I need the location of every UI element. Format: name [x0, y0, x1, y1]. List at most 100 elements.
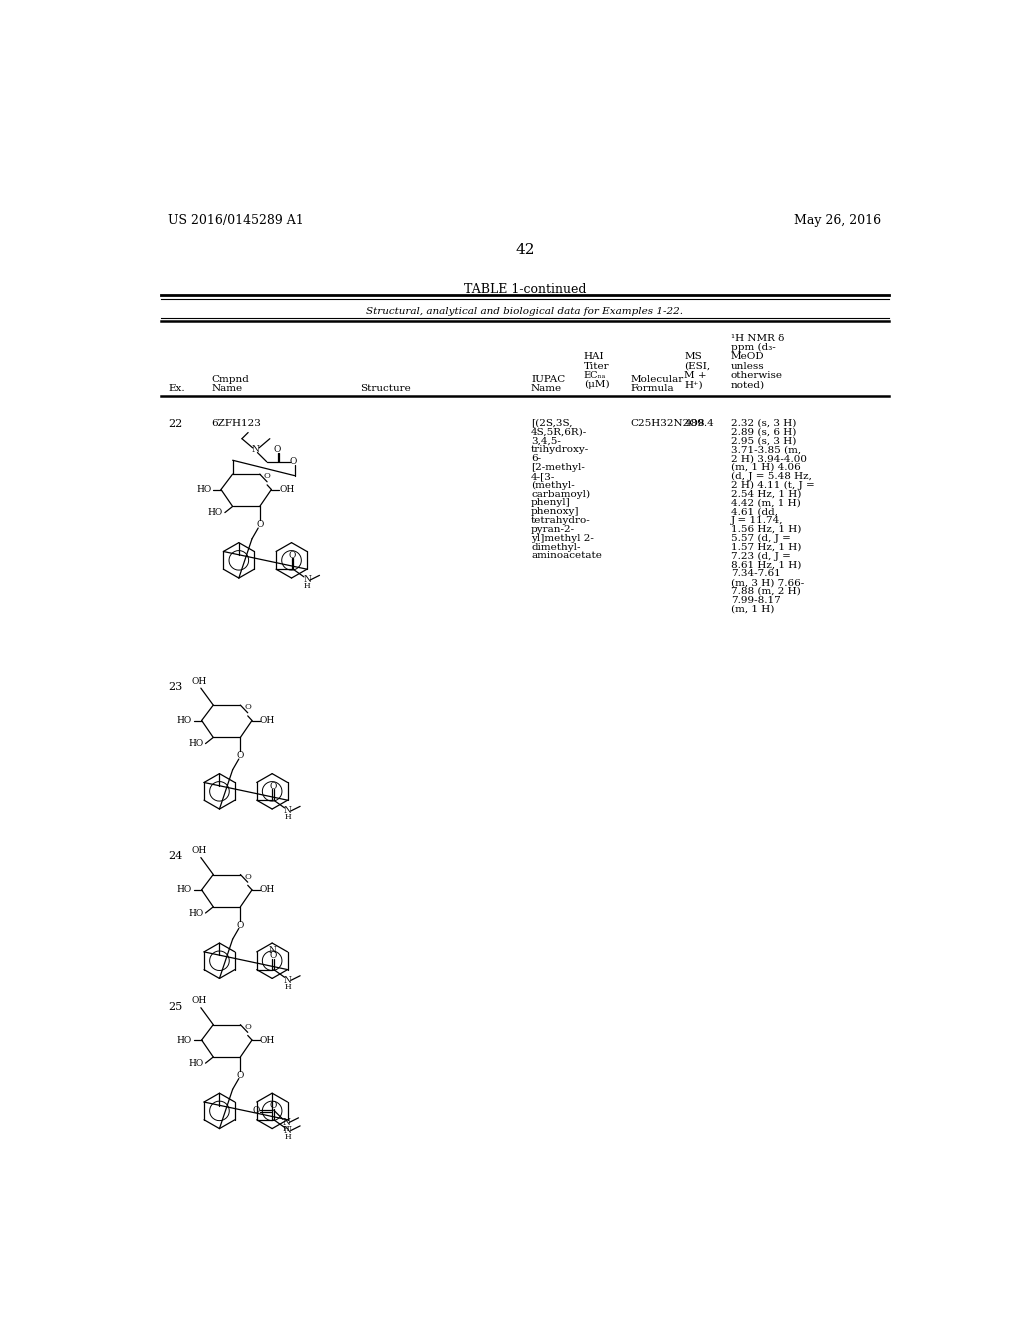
Text: Name: Name [531, 384, 562, 393]
Text: 5.57 (d, J =: 5.57 (d, J = [731, 533, 791, 543]
Text: H: H [285, 1133, 291, 1140]
Text: noted): noted) [731, 380, 765, 389]
Text: O: O [237, 1071, 244, 1080]
Text: Structural, analytical and biological data for Examples 1-22.: Structural, analytical and biological da… [367, 308, 683, 315]
Text: 4-[3-: 4-[3- [531, 471, 555, 480]
Text: MS: MS [684, 352, 702, 362]
Text: May 26, 2016: May 26, 2016 [795, 214, 882, 227]
Text: H: H [304, 582, 310, 590]
Text: H: H [285, 813, 291, 821]
Text: [2-methyl-: [2-methyl- [531, 463, 585, 473]
Text: O: O [245, 873, 251, 880]
Text: 3,4,5-: 3,4,5- [531, 437, 561, 445]
Text: Structure: Structure [360, 384, 412, 393]
Text: 1.56 Hz, 1 H): 1.56 Hz, 1 H) [731, 525, 802, 533]
Text: unless: unless [731, 362, 765, 371]
Text: HO: HO [188, 1059, 204, 1068]
Text: 42: 42 [515, 243, 535, 257]
Text: 2.54 Hz, 1 H): 2.54 Hz, 1 H) [731, 490, 802, 499]
Text: TABLE 1-continued: TABLE 1-continued [464, 284, 586, 296]
Text: 2.32 (s, 3 H): 2.32 (s, 3 H) [731, 418, 797, 428]
Text: HO: HO [188, 908, 204, 917]
Text: 3.71-3.85 (m,: 3.71-3.85 (m, [731, 445, 801, 454]
Text: carbamoyl): carbamoyl) [531, 490, 590, 499]
Text: O: O [273, 445, 282, 454]
Text: Titer: Titer [584, 362, 609, 371]
Text: N: N [268, 946, 276, 956]
Text: HO: HO [177, 886, 193, 895]
Text: OH: OH [280, 484, 295, 494]
Text: O: O [263, 473, 270, 480]
Text: (d, J = 5.48 Hz,: (d, J = 5.48 Hz, [731, 471, 812, 480]
Text: Ex.: Ex. [168, 384, 185, 393]
Text: dimethyl-: dimethyl- [531, 543, 581, 552]
Text: O: O [289, 550, 296, 560]
Text: phenyl]: phenyl] [531, 499, 570, 507]
Text: 2 H) 3.94-4.00: 2 H) 3.94-4.00 [731, 454, 807, 463]
Text: MeOD: MeOD [731, 352, 765, 362]
Text: 2.89 (s, 6 H): 2.89 (s, 6 H) [731, 428, 797, 437]
Text: 7.88 (m, 2 H): 7.88 (m, 2 H) [731, 587, 801, 595]
Text: US 2016/0145289 A1: US 2016/0145289 A1 [168, 214, 304, 227]
Text: Name: Name [212, 384, 243, 393]
Text: 2.95 (s, 3 H): 2.95 (s, 3 H) [731, 437, 797, 445]
Text: H: H [283, 1125, 290, 1133]
Text: HO: HO [177, 715, 193, 725]
Text: [(2S,3S,: [(2S,3S, [531, 418, 572, 428]
Text: HAI: HAI [584, 352, 604, 362]
Text: 7.99-8.17: 7.99-8.17 [731, 595, 780, 605]
Text: 4.42 (m, 1 H): 4.42 (m, 1 H) [731, 499, 801, 507]
Text: OH: OH [191, 846, 207, 855]
Text: yl]methyl 2-: yl]methyl 2- [531, 533, 594, 543]
Text: ECₙₐ: ECₙₐ [584, 371, 606, 380]
Text: HO: HO [188, 739, 204, 748]
Text: OH: OH [260, 1036, 275, 1044]
Text: (methyl-: (methyl- [531, 480, 574, 490]
Text: 7.23 (d, J =: 7.23 (d, J = [731, 552, 791, 561]
Text: H: H [285, 982, 291, 990]
Text: O: O [290, 457, 297, 466]
Text: 1.57 Hz, 1 H): 1.57 Hz, 1 H) [731, 543, 802, 552]
Text: O: O [237, 751, 244, 760]
Text: otherwise: otherwise [731, 371, 783, 380]
Text: 25: 25 [168, 1002, 182, 1011]
Text: ppm (d₃-: ppm (d₃- [731, 343, 776, 352]
Text: aminoacetate: aminoacetate [531, 552, 602, 561]
Text: O: O [245, 1023, 251, 1031]
Text: 8.61 Hz, 1 H): 8.61 Hz, 1 H) [731, 561, 802, 569]
Text: tetrahydro-: tetrahydro- [531, 516, 591, 525]
Text: OH: OH [191, 997, 207, 1006]
Text: M +: M + [684, 371, 708, 380]
Text: O: O [269, 781, 276, 791]
Text: trihydroxy-: trihydroxy- [531, 445, 589, 454]
Text: 22: 22 [168, 418, 182, 429]
Text: IUPAC: IUPAC [531, 375, 565, 384]
Text: Cmpnd: Cmpnd [212, 375, 250, 384]
Text: N: N [283, 1118, 290, 1127]
Text: (μM): (μM) [584, 380, 609, 389]
Text: N: N [284, 975, 292, 985]
Text: 6ZFH123: 6ZFH123 [212, 418, 261, 428]
Text: OH: OH [191, 677, 207, 685]
Text: HO: HO [208, 508, 223, 517]
Text: O: O [237, 921, 244, 929]
Text: 2 H) 4.11 (t, J =: 2 H) 4.11 (t, J = [731, 480, 815, 490]
Text: N: N [303, 576, 311, 585]
Text: N: N [252, 445, 260, 454]
Text: O: O [269, 1101, 276, 1110]
Text: O: O [269, 952, 276, 960]
Text: O: O [256, 520, 263, 529]
Text: HO: HO [197, 484, 212, 494]
Text: Molecular: Molecular [630, 375, 683, 384]
Text: 6-: 6- [531, 454, 541, 463]
Text: Formula: Formula [630, 384, 674, 393]
Text: pyran-2-: pyran-2- [531, 525, 575, 533]
Text: O: O [253, 1106, 260, 1115]
Text: HO: HO [177, 1036, 193, 1044]
Text: ¹H NMR δ: ¹H NMR δ [731, 334, 784, 343]
Text: (m, 3 H) 7.66-: (m, 3 H) 7.66- [731, 578, 804, 587]
Text: (ESI,: (ESI, [684, 362, 711, 371]
Text: (m, 1 H): (m, 1 H) [731, 605, 774, 614]
Text: N: N [284, 807, 292, 816]
Text: J = 11.74,: J = 11.74, [731, 516, 783, 525]
